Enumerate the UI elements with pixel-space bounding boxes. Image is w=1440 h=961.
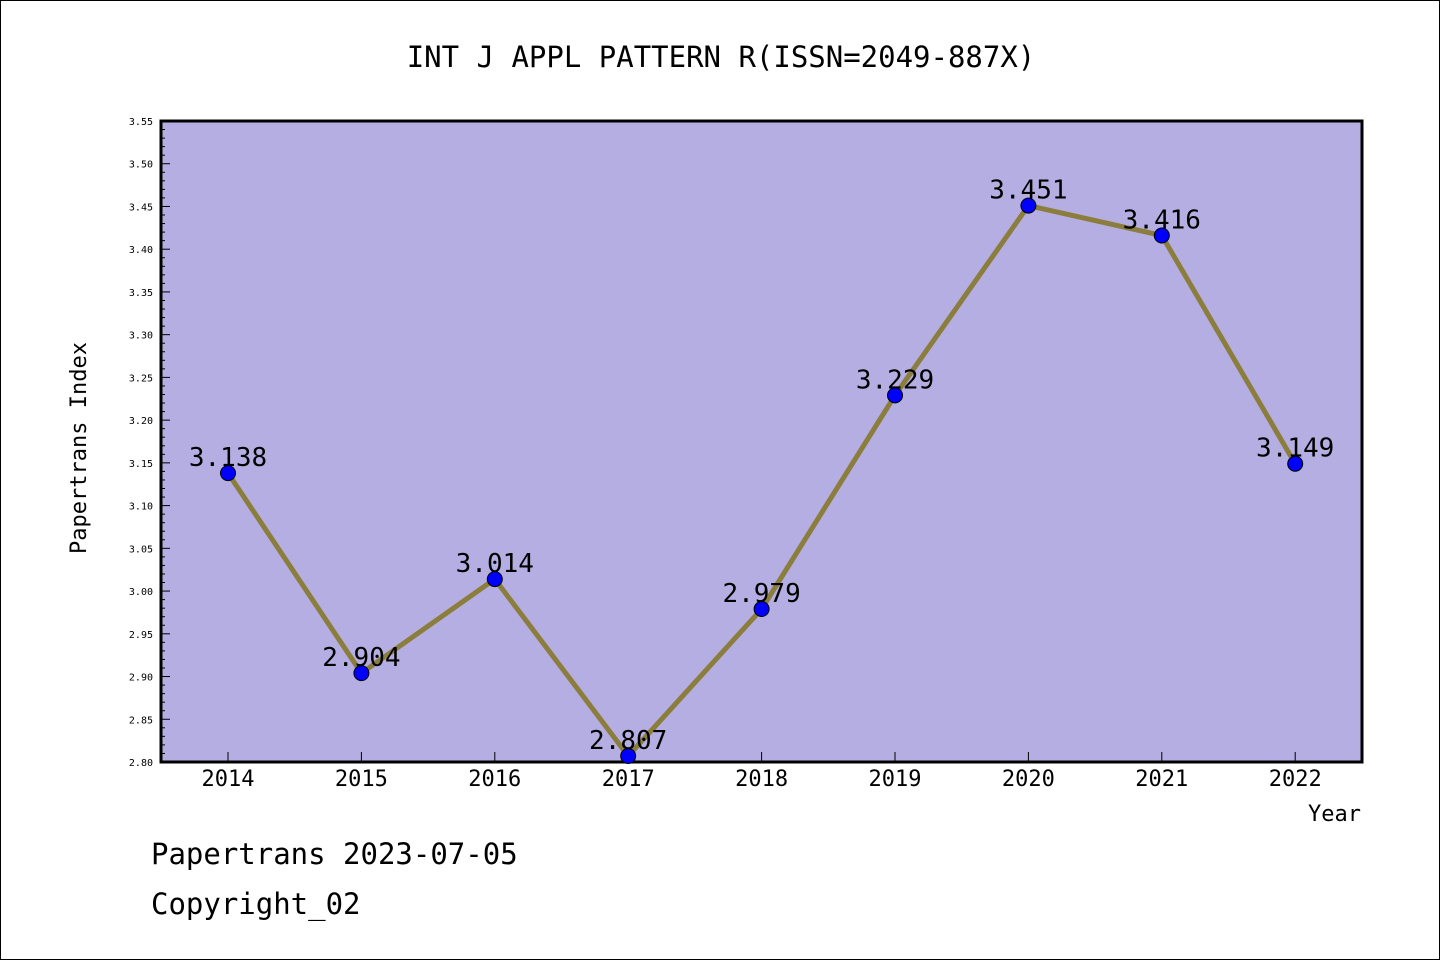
footer-date: Papertrans 2023-07-05 (151, 837, 518, 871)
data-point (753, 601, 770, 618)
x-tick-label: 2020 (1002, 767, 1055, 792)
data-labels: 3.138 2.904 3.014 2.807 2.979 3.229 3.451 3.416… (189, 176, 1334, 756)
data-label: 3.149 (1256, 434, 1334, 464)
y-tick-label: 2.95 (129, 630, 153, 641)
data-label: 2.979 (722, 579, 800, 609)
y-tick-label: 2.90 (129, 673, 153, 684)
x-tick-label: 2021 (1135, 767, 1188, 792)
data-label: 3.014 (456, 549, 534, 579)
y-tick-label: 2.85 (129, 715, 153, 726)
y-tick-label: 3.05 (129, 544, 153, 555)
chart-title: INT J APPL PATTERN R(ISSN=2049-887X) (407, 40, 1036, 74)
data-point (1153, 227, 1170, 244)
x-tick-label: 2018 (735, 767, 788, 792)
data-point (1287, 455, 1304, 472)
data-point (353, 665, 370, 682)
x-tick-label: 2016 (468, 767, 521, 792)
data-label: 3.451 (989, 176, 1067, 206)
x-tick-label: 2014 (202, 767, 255, 792)
y-tick-label: 3.45 (129, 202, 153, 213)
y-tick-label: 3.50 (129, 160, 153, 171)
data-label: 3.229 (856, 365, 934, 395)
data-point (1020, 197, 1037, 214)
x-axis: 2014 2015 2016 2017 2018 2019 2020 2021 2022 (202, 752, 1322, 792)
y-tick-label: 2.80 (129, 758, 153, 769)
x-tick-label: 2015 (335, 767, 388, 792)
x-axis-title: Year (1308, 802, 1361, 827)
footer-copyright: Copyright_02 (151, 887, 361, 921)
series-layer (220, 197, 1304, 765)
y-tick-label: 3.15 (129, 459, 153, 470)
y-tick-label: 3.10 (129, 502, 153, 513)
y-axis: 2.80 2.85 2.90 2.95 3.00 3.05 3.10 3.15 3.20 3.25… (129, 117, 170, 769)
data-label: 2.807 (589, 726, 667, 756)
data-label: 2.904 (322, 643, 400, 673)
x-tick-label: 2019 (869, 767, 922, 792)
y-tick-label: 3.25 (129, 373, 153, 384)
data-point (486, 571, 503, 588)
y-tick-label: 3.35 (129, 288, 153, 299)
data-label: 3.416 (1123, 206, 1201, 236)
data-label: 3.138 (189, 443, 267, 473)
data-point (887, 387, 903, 404)
y-tick-label: 3.30 (129, 331, 153, 342)
y-axis-title: Papertrans Index (67, 342, 92, 554)
data-point (220, 465, 236, 482)
y-tick-label: 3.00 (129, 587, 153, 598)
data-point (620, 748, 637, 765)
y-tick-label: 3.20 (129, 416, 153, 427)
y-tick-label: 3.55 (129, 117, 153, 128)
y-tick-label: 3.40 (129, 245, 153, 256)
x-tick-label: 2022 (1269, 767, 1322, 792)
x-tick-label: 2017 (602, 767, 655, 792)
